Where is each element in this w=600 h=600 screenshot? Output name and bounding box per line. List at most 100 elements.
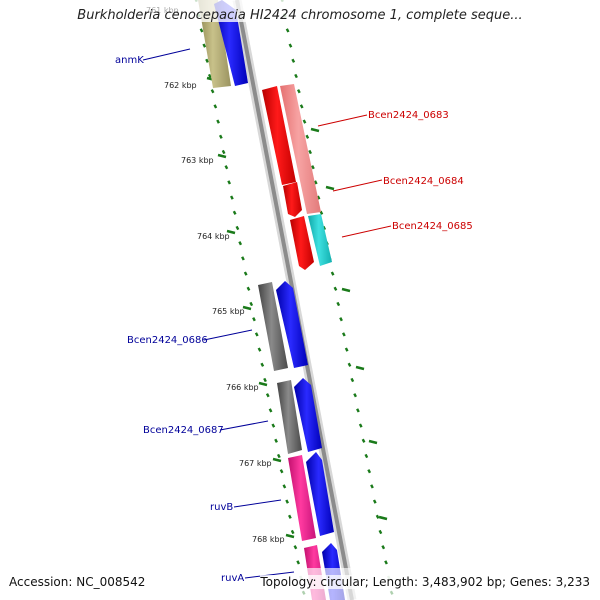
tick-mark: [290, 529, 295, 535]
tick-mark: [221, 149, 226, 155]
feature-ruvB-gene[interactable]: [288, 455, 316, 541]
major-tick-mark: [368, 439, 378, 445]
tick-mark: [372, 499, 377, 504]
tick-mark: [257, 347, 262, 352]
tick-mark: [265, 393, 270, 398]
feature-bcen2424-0686-gene[interactable]: [258, 282, 288, 371]
tick-mark: [350, 377, 355, 383]
tick-mark: [235, 225, 240, 231]
tick-mark: [299, 104, 304, 109]
tick-mark: [246, 286, 251, 291]
gene-label-bcen2424-0687[interactable]: Bcen2424_0687: [143, 425, 224, 436]
tick-mark: [341, 332, 346, 337]
tick-mark: [279, 469, 284, 474]
feature-bcen2424-0686-cds[interactable]: [276, 281, 308, 368]
tick-mark: [227, 180, 232, 185]
tick-mark: [202, 43, 207, 48]
gene-label-anmK[interactable]: anmK: [115, 55, 144, 66]
tick-mark: [210, 89, 215, 94]
label-leaders: [142, 48, 392, 579]
major-tick-mark: [355, 365, 365, 371]
tick-mark: [361, 438, 366, 443]
tick-label: 763 kbp: [181, 156, 214, 165]
tick-mark: [230, 195, 234, 200]
gene-labels: anmK Bcen2424_0683 Bcen2424_0684 Bcen242…: [115, 55, 473, 584]
tick-mark: [285, 499, 289, 504]
tick-mark: [199, 28, 204, 33]
tick-mark: [308, 149, 312, 155]
tick-mark: [263, 377, 267, 383]
major-tick-mark: [258, 381, 268, 387]
gene-label-bcen2424-0683[interactable]: Bcen2424_0683: [368, 110, 449, 121]
map-title: Burkholderia cenocepacia HI2424 chromoso…: [77, 8, 523, 23]
tick-mark: [370, 484, 374, 489]
tick-mark: [224, 165, 229, 170]
tick-mark: [316, 195, 321, 200]
tick-mark: [294, 73, 298, 79]
tick-mark: [367, 469, 372, 474]
leader-anmK: [142, 48, 191, 61]
tick-mark: [381, 545, 386, 550]
feature-bcen2424-0687-cds[interactable]: [294, 378, 322, 452]
tick-label: 768 kbp: [252, 535, 285, 544]
gene-label-bcen2424-0684[interactable]: Bcen2424_0684: [383, 176, 464, 187]
leader-bcen2424-0687: [219, 420, 269, 431]
gene-label-ruvA[interactable]: ruvA: [221, 573, 244, 584]
tick-mark: [205, 58, 209, 63]
leader-bcen2424-0686: [203, 329, 253, 341]
tick-mark: [358, 423, 363, 428]
tick-mark: [353, 393, 357, 398]
tick-mark: [238, 241, 243, 246]
feature-bcen2424-0683-gene[interactable]: [262, 86, 296, 185]
gene-label-ruvB[interactable]: ruvB: [210, 502, 233, 513]
tick-mark: [213, 104, 218, 109]
tick-mark: [207, 73, 212, 79]
tick-mark: [336, 301, 341, 307]
tick-mark: [249, 301, 254, 307]
feature-ruvB-cds[interactable]: [306, 452, 334, 536]
gene-label-bcen2424-0685[interactable]: Bcen2424_0685: [392, 221, 473, 232]
tick-mark: [260, 362, 265, 367]
tick-mark: [364, 453, 369, 459]
feature-bcen2424-0685-gene[interactable]: [290, 216, 314, 270]
tick-mark: [344, 347, 349, 352]
tick-mark: [296, 89, 301, 94]
tick-mark: [356, 408, 360, 413]
tick-mark: [311, 165, 315, 170]
major-tick-mark: [285, 533, 295, 539]
tick-label: 766 kbp: [226, 383, 259, 392]
feature-bcen2424-0687-gene[interactable]: [277, 380, 302, 454]
tick-mark: [378, 529, 383, 535]
leader-bcen2424-0685: [341, 225, 392, 238]
topology-info: Topology: circular; Length: 3,483,902 bp…: [260, 575, 590, 589]
tick-mark: [296, 560, 301, 565]
tick-label: 767 kbp: [239, 459, 272, 468]
tick-mark: [291, 58, 296, 63]
tick-label: 762 kbp: [164, 81, 197, 90]
tick-label: 765 kbp: [212, 307, 245, 316]
feature-bcen2424-0684[interactable]: [283, 182, 302, 217]
tick-mark: [288, 514, 292, 519]
leader-ruvB: [233, 499, 282, 508]
tick-mark: [268, 408, 273, 413]
feature-bcen2424-0685-cds[interactable]: [308, 214, 332, 266]
tick-mark: [375, 514, 380, 519]
gene-label-bcen2424-0686[interactable]: Bcen2424_0686: [127, 335, 208, 346]
tick-mark: [313, 180, 318, 185]
tick-mark: [384, 560, 388, 565]
tick-mark: [276, 453, 281, 459]
tick-mark: [241, 256, 245, 261]
leader-bcen2424-0683: [317, 114, 368, 127]
tick-labels: 761 kbp 762 kbp 763 kbp 764 kbp 765 kbp …: [146, 6, 285, 544]
tick-mark: [333, 286, 338, 291]
major-tick-mark: [226, 229, 236, 235]
feature-bcen2424-0683-cds[interactable]: [280, 84, 321, 214]
tick-mark: [285, 28, 290, 33]
tick-mark: [218, 134, 223, 139]
major-tick-mark: [272, 457, 282, 463]
major-tick-mark: [325, 185, 335, 191]
accession-info: Accession: NC_008542: [9, 575, 146, 589]
major-tick-mark: [341, 287, 351, 293]
